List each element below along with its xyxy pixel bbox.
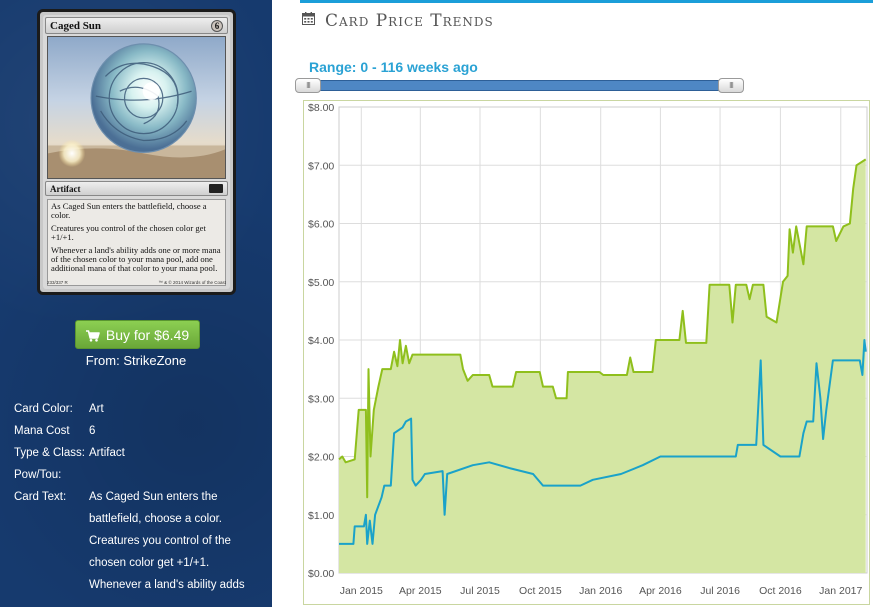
x-tick-label: Jan 2016 xyxy=(579,585,622,597)
price-trends-header: Card Price Trends xyxy=(302,11,494,31)
info-row-card-text: Card Text: As Caged Sun enters the battl… xyxy=(14,486,264,596)
card-type-bar: Artifact xyxy=(45,181,228,196)
series-area-0 xyxy=(339,159,866,573)
card-title-bar: Caged Sun 6 xyxy=(45,17,228,34)
range-label: Range: 0 - 116 weeks ago xyxy=(309,59,478,75)
rules-text-line: As Caged Sun enters the battlefield, cho… xyxy=(51,201,207,221)
y-tick-label: $5.00 xyxy=(308,277,334,289)
y-tick-label: $0.00 xyxy=(308,568,334,580)
buy-button-label: Buy for $6.49 xyxy=(105,326,190,343)
caged-sun-artwork xyxy=(48,43,225,178)
info-value xyxy=(89,464,264,486)
x-tick-label: Jan 2017 xyxy=(819,585,862,597)
card-footer: 233/337 R ™ & © 2014 Wizards of the Coas… xyxy=(47,277,226,287)
x-tick-label: Jul 2016 xyxy=(700,585,740,597)
rules-text-line: Whenever a land's ability adds one or mo… xyxy=(51,244,221,274)
info-label: Pow/Tou: xyxy=(14,469,62,481)
card-name: Caged Sun xyxy=(50,19,102,32)
series-line-0 xyxy=(338,158,867,499)
y-tick-label: $1.00 xyxy=(308,510,334,522)
mana-cost-symbol: 6 xyxy=(211,19,223,32)
card-art-illustration xyxy=(47,36,226,179)
range-slider-handle-high[interactable]: III xyxy=(718,78,744,93)
card-copyright: ™ & © 2014 Wizards of the Coast xyxy=(158,279,226,285)
info-row-color: Card Color: Art xyxy=(14,398,264,420)
collector-number: 233/337 R xyxy=(47,279,68,285)
x-tick-label: Apr 2016 xyxy=(639,585,682,597)
price-chart: $0.00 $1.00 $2.00 $3.00 $4.00 $5.00 $6.00 $7.00… xyxy=(303,100,870,605)
series-line-1 xyxy=(339,339,867,545)
x-tick-label: Apr 2015 xyxy=(399,585,442,597)
x-tick-label: Oct 2015 xyxy=(519,585,562,597)
info-label: Card Color: xyxy=(14,403,73,415)
y-tick-label: $8.00 xyxy=(308,102,334,114)
x-tick-label: Oct 2016 xyxy=(759,585,802,597)
card-info-table: Card Color: Art Mana Cost 6 Type & Class… xyxy=(14,398,264,596)
range-slider-track[interactable] xyxy=(306,80,726,91)
card-image: Caged Sun 6 xyxy=(37,9,236,295)
x-tick-label: Jul 2015 xyxy=(460,585,500,597)
shopping-cart-icon xyxy=(85,329,100,342)
x-tick-label: Jan 2015 xyxy=(340,585,383,597)
info-value: As Caged Sun enters the battlefield, cho… xyxy=(89,491,245,591)
info-label: Type & Class: xyxy=(14,447,85,459)
set-symbol-icon xyxy=(209,184,223,193)
y-tick-label: $3.00 xyxy=(308,393,334,405)
price-trends-panel: Card Price Trends Range: 0 - 116 weeks a… xyxy=(272,0,873,607)
price-chart-svg: $0.00 $1.00 $2.00 $3.00 $4.00 $5.00 $6.00 $7.00… xyxy=(308,102,868,597)
y-tick-label: $4.00 xyxy=(308,335,334,347)
y-tick-label: $2.00 xyxy=(308,452,334,464)
y-tick-label: $6.00 xyxy=(308,219,334,231)
calendar-icon xyxy=(302,12,315,30)
info-row-pow-tou: Pow/Tou: xyxy=(14,464,264,486)
info-label: Card Text: xyxy=(14,491,67,503)
card-type-line: Artifact xyxy=(50,183,81,194)
info-value: Art xyxy=(89,403,104,415)
card-detail-panel: Caged Sun 6 xyxy=(0,0,272,607)
card-rules-text: As Caged Sun enters the battlefield, cho… xyxy=(47,199,226,286)
card-frame: Caged Sun 6 xyxy=(43,15,230,289)
rules-text-line: Creatures you control of the chosen colo… xyxy=(51,222,206,243)
header-accent-rule xyxy=(300,0,873,3)
seller-name: From: StrikeZone xyxy=(85,353,187,368)
info-value: 6 xyxy=(89,425,96,437)
info-value: Artifact xyxy=(89,447,125,459)
y-tick-label: $7.00 xyxy=(308,160,334,172)
info-row-mana-cost: Mana Cost 6 xyxy=(14,420,264,442)
range-slider-handle-low[interactable]: III xyxy=(295,78,321,93)
buy-button[interactable]: Buy for $6.49 xyxy=(75,320,200,349)
info-row-type: Type & Class: Artifact xyxy=(14,442,264,464)
info-label: Mana Cost xyxy=(14,425,70,437)
page-title: Card Price Trends xyxy=(325,11,494,31)
